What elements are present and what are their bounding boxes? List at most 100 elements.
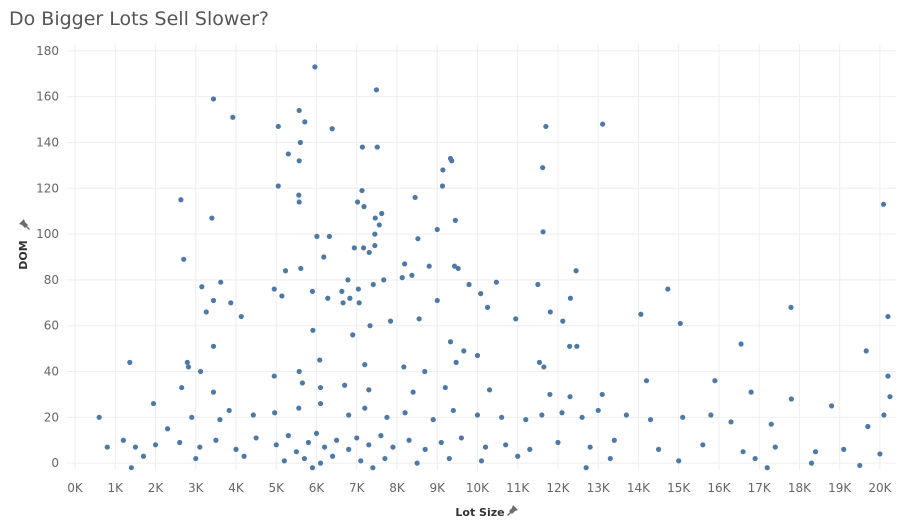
data-point[interactable] <box>198 368 204 375</box>
data-point[interactable] <box>387 318 394 324</box>
data-point[interactable] <box>412 194 418 201</box>
data-point[interactable] <box>376 222 382 228</box>
data-point[interactable] <box>390 444 396 450</box>
data-point[interactable] <box>367 323 373 329</box>
data-point[interactable] <box>543 123 549 130</box>
data-point[interactable] <box>567 295 574 301</box>
data-point[interactable] <box>321 254 327 260</box>
data-point[interactable] <box>880 201 887 207</box>
data-point[interactable] <box>426 263 432 269</box>
data-point[interactable] <box>547 309 553 315</box>
data-point[interactable] <box>325 295 331 301</box>
data-point[interactable] <box>296 405 302 411</box>
data-point[interactable] <box>203 309 209 315</box>
data-point[interactable] <box>313 430 320 436</box>
data-point[interactable] <box>539 412 545 418</box>
data-point[interactable] <box>415 236 421 242</box>
data-point[interactable] <box>647 417 654 423</box>
data-point[interactable] <box>339 288 345 294</box>
data-point[interactable] <box>583 465 589 471</box>
data-point[interactable] <box>226 407 232 414</box>
data-point[interactable] <box>579 414 585 420</box>
data-point[interactable] <box>271 286 277 292</box>
data-point[interactable] <box>474 412 481 418</box>
data-point[interactable] <box>275 123 281 130</box>
data-point[interactable] <box>406 437 412 443</box>
data-point[interactable] <box>540 165 546 171</box>
data-point[interactable] <box>296 107 302 114</box>
data-point[interactable] <box>293 449 299 455</box>
data-point[interactable] <box>452 217 458 223</box>
data-point[interactable] <box>573 268 579 274</box>
data-point[interactable] <box>638 311 644 317</box>
data-point[interactable] <box>358 458 364 464</box>
data-point[interactable] <box>738 341 744 347</box>
data-point[interactable] <box>841 446 847 452</box>
data-point[interactable] <box>301 455 308 462</box>
data-point[interactable] <box>680 414 686 420</box>
data-point[interactable] <box>887 394 893 400</box>
data-point[interactable] <box>305 439 312 446</box>
data-point[interactable] <box>482 444 489 450</box>
data-point[interactable] <box>478 291 484 297</box>
data-point[interactable] <box>354 435 360 441</box>
data-point[interactable] <box>346 412 352 418</box>
data-point[interactable] <box>210 96 217 102</box>
data-point[interactable] <box>233 446 239 452</box>
data-point[interactable] <box>334 437 340 443</box>
data-point[interactable] <box>120 437 126 443</box>
data-point[interactable] <box>527 446 533 452</box>
data-point[interactable] <box>296 199 302 205</box>
data-point[interactable] <box>410 389 416 395</box>
data-point[interactable] <box>210 297 217 304</box>
data-point[interactable] <box>355 286 361 292</box>
data-point[interactable] <box>434 226 440 233</box>
data-point[interactable] <box>574 343 580 349</box>
data-point[interactable] <box>299 380 306 386</box>
data-point[interactable] <box>213 437 219 443</box>
data-point[interactable] <box>384 414 390 420</box>
data-point[interactable] <box>181 256 187 262</box>
data-point[interactable] <box>478 458 485 464</box>
data-point[interactable] <box>140 453 147 459</box>
data-point[interactable] <box>282 268 289 274</box>
data-point[interactable] <box>536 359 543 365</box>
data-point[interactable] <box>768 421 774 427</box>
data-point[interactable] <box>317 357 323 363</box>
data-point[interactable] <box>740 449 746 455</box>
data-point[interactable] <box>555 439 561 446</box>
data-point[interactable] <box>877 451 883 457</box>
data-point[interactable] <box>863 348 869 354</box>
data-point[interactable] <box>326 233 332 239</box>
data-point[interactable] <box>599 391 605 398</box>
data-point[interactable] <box>513 316 519 322</box>
data-point[interactable] <box>96 414 102 420</box>
data-point[interactable] <box>296 368 302 375</box>
data-point[interactable] <box>885 373 891 379</box>
data-point[interactable] <box>559 410 565 416</box>
data-point[interactable] <box>748 389 754 395</box>
data-point[interactable] <box>218 279 224 285</box>
data-point[interactable] <box>764 465 770 471</box>
data-point[interactable] <box>655 446 662 452</box>
data-point[interactable] <box>372 215 378 221</box>
data-point[interactable] <box>372 231 378 237</box>
data-point[interactable] <box>241 453 247 459</box>
data-point[interactable] <box>881 412 887 418</box>
data-point[interactable] <box>382 455 388 462</box>
data-point[interactable] <box>351 245 357 251</box>
data-point[interactable] <box>317 460 324 466</box>
data-point[interactable] <box>330 453 336 459</box>
data-point[interactable] <box>374 144 380 150</box>
data-point[interactable] <box>434 297 440 304</box>
data-point[interactable] <box>466 281 472 288</box>
data-point[interactable] <box>788 396 794 402</box>
data-point[interactable] <box>354 199 361 205</box>
data-point[interactable] <box>271 373 277 379</box>
data-point[interactable] <box>104 444 110 450</box>
data-point[interactable] <box>370 281 376 288</box>
data-point[interactable] <box>567 343 573 349</box>
data-point[interactable] <box>370 465 376 471</box>
data-point[interactable] <box>560 318 566 324</box>
data-point[interactable] <box>366 387 372 393</box>
